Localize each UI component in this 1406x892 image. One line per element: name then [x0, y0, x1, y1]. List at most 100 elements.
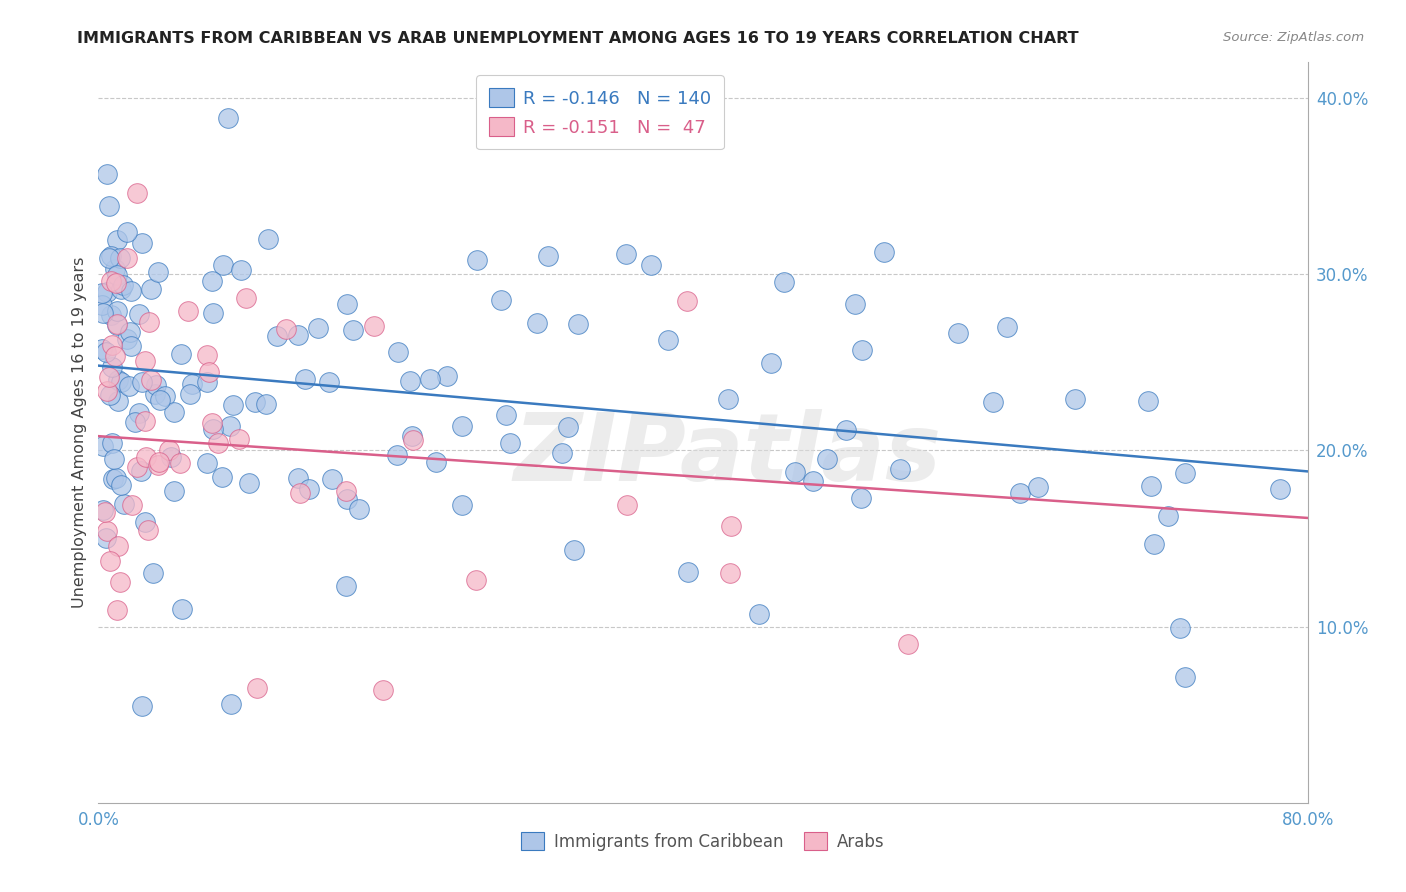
Point	[160, 450, 183, 465]
Point	[104, 350, 127, 364]
Point	[897, 637, 920, 651]
Point	[342, 323, 364, 337]
Point	[195, 456, 218, 470]
Point	[1026, 480, 1049, 494]
Point	[180, 376, 202, 391]
Point	[288, 485, 311, 500]
Point	[198, 365, 221, 379]
Point	[93, 503, 115, 517]
Point	[614, 247, 637, 261]
Point	[245, 395, 267, 409]
Point	[657, 333, 679, 347]
Point	[97, 199, 120, 213]
Point	[759, 356, 782, 370]
Point	[1174, 670, 1197, 684]
Point	[1157, 509, 1180, 524]
Point	[307, 321, 329, 335]
Point	[436, 368, 458, 383]
Point	[134, 354, 156, 368]
Point	[402, 434, 425, 448]
Point	[96, 524, 118, 539]
Point	[98, 251, 121, 265]
Point	[335, 483, 357, 498]
Point	[105, 471, 128, 485]
Point	[1063, 392, 1085, 406]
Point	[127, 186, 149, 200]
Point	[91, 298, 114, 312]
Point	[851, 343, 873, 358]
Point	[720, 518, 742, 533]
Point	[1140, 479, 1163, 493]
Point	[835, 423, 858, 437]
Point	[489, 293, 512, 308]
Point	[385, 448, 408, 462]
Point	[148, 458, 170, 472]
Point	[115, 251, 138, 265]
Point	[98, 554, 121, 568]
Point	[96, 384, 118, 398]
Point	[465, 252, 488, 267]
Text: IMMIGRANTS FROM CARIBBEAN VS ARAB UNEMPLOYMENT AMONG AGES 16 TO 19 YEARS CORRELA: IMMIGRANTS FROM CARIBBEAN VS ARAB UNEMPL…	[77, 31, 1078, 46]
Point	[111, 278, 134, 293]
Point	[118, 325, 141, 339]
Point	[139, 373, 162, 387]
Point	[112, 497, 135, 511]
Point	[772, 275, 794, 289]
Point	[1010, 485, 1032, 500]
Point	[246, 681, 269, 695]
Point	[373, 683, 395, 698]
Point	[134, 414, 156, 428]
Point	[157, 442, 180, 457]
Point	[399, 374, 422, 388]
Point	[401, 429, 423, 443]
Point	[718, 566, 741, 581]
Point	[91, 342, 114, 356]
Point	[298, 482, 321, 496]
Point	[537, 249, 560, 263]
Point	[318, 375, 340, 389]
Point	[425, 455, 447, 469]
Point	[138, 315, 160, 329]
Point	[124, 415, 146, 429]
Point	[335, 579, 357, 593]
Point	[567, 317, 589, 331]
Point	[145, 377, 167, 392]
Point	[98, 388, 121, 402]
Point	[201, 416, 224, 430]
Point	[91, 439, 114, 453]
Point	[202, 422, 225, 436]
Point	[219, 697, 242, 711]
Point	[274, 322, 297, 336]
Point	[100, 274, 122, 288]
Point	[995, 320, 1018, 334]
Text: ZIPatlas: ZIPatlas	[513, 409, 941, 500]
Point	[107, 373, 129, 387]
Point	[717, 392, 740, 406]
Point	[120, 338, 142, 352]
Point	[195, 375, 218, 389]
Point	[201, 274, 224, 288]
Point	[946, 326, 969, 341]
Point	[170, 601, 193, 615]
Point	[108, 251, 131, 265]
Point	[97, 369, 120, 384]
Point	[256, 232, 278, 246]
Point	[465, 573, 488, 587]
Point	[287, 471, 309, 485]
Point	[1268, 483, 1291, 497]
Point	[94, 344, 117, 359]
Point	[146, 265, 169, 279]
Point	[105, 233, 128, 247]
Point	[256, 397, 278, 411]
Point	[94, 504, 117, 518]
Point	[207, 436, 229, 450]
Point	[131, 698, 153, 713]
Point	[1174, 466, 1197, 480]
Point	[141, 282, 163, 296]
Point	[125, 459, 148, 474]
Point	[128, 406, 150, 420]
Point	[138, 524, 160, 538]
Point	[336, 297, 359, 311]
Point	[107, 394, 129, 409]
Point	[1136, 393, 1159, 408]
